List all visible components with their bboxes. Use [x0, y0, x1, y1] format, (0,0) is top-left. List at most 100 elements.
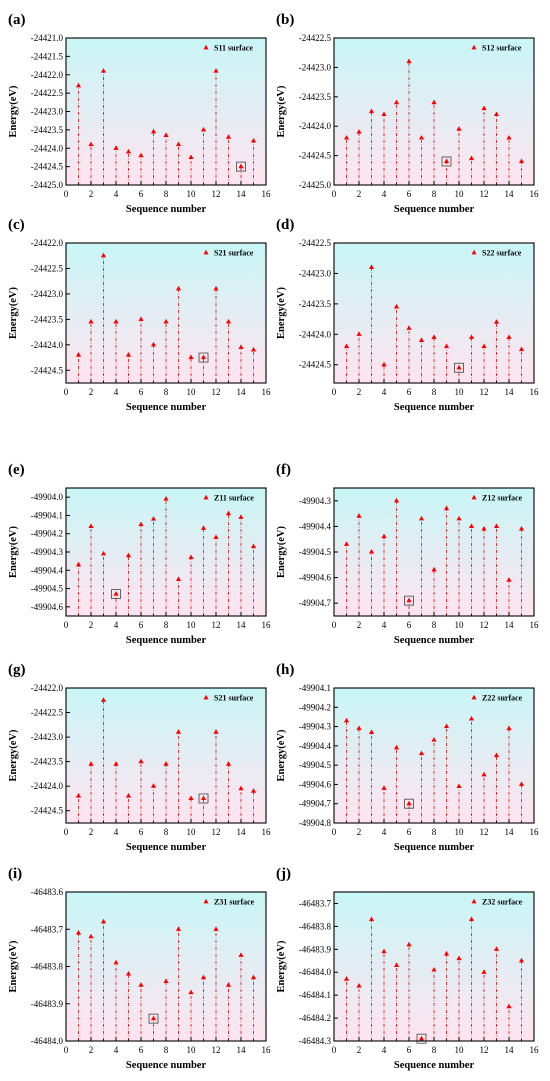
data-point: [493, 752, 500, 758]
data-point: [493, 111, 500, 117]
min-energy-marker: [441, 156, 452, 167]
min-energy-marker: [148, 1013, 159, 1024]
legend-label: S21 surface: [214, 249, 254, 258]
x-axis-title: Sequence number: [126, 402, 207, 413]
data-point: [88, 933, 94, 939]
data-point: [138, 316, 144, 321]
data-point: [368, 729, 375, 734]
x-tick-label: 10: [455, 827, 465, 837]
data-point: [113, 959, 119, 965]
x-tick-label: 4: [382, 1045, 387, 1055]
min-energy-marker: [416, 1033, 427, 1044]
legend-marker: [203, 694, 209, 700]
chart-panel-10: (j) 0 2 4 6 8 10 12 14 16 -46483.7 -46483.8 -46483.9…: [276, 866, 539, 1071]
y-axis-title: Energy(eV): [8, 526, 19, 578]
y-tick-label: -49904.3: [299, 496, 332, 506]
data-point: [150, 783, 157, 788]
legend-marker: [471, 44, 477, 50]
y-tick-label: -46484.2: [299, 1013, 331, 1023]
data-point: [343, 717, 350, 723]
y-tick-label: -49904.1: [299, 683, 331, 693]
data-point: [506, 725, 512, 731]
x-tick-label: 2: [89, 189, 94, 199]
x-tick-label: 16: [262, 827, 272, 837]
data-point: [431, 737, 437, 742]
min-energy-marker: [404, 595, 414, 606]
data-point: [368, 549, 375, 554]
y-axis-title: Energy(eV): [276, 729, 287, 781]
data-point: [88, 523, 94, 528]
data-point: [506, 1003, 512, 1009]
data-point: [175, 926, 182, 931]
data-point: [100, 68, 107, 73]
x-tick-label: 14: [505, 620, 515, 630]
x-tick-label: 14: [237, 620, 247, 630]
y-tick-label: -46484.0: [299, 967, 332, 977]
data-point: [150, 516, 157, 521]
panel-label: (d): [276, 217, 294, 233]
data-point: [468, 334, 475, 339]
data-point: [113, 591, 119, 596]
chart-panel-4: (d) 0 2 4 6 8 10 12 14 16 -24422.5 -24423.0 -24423.5…: [276, 217, 539, 413]
y-tick-label: -24423.0: [31, 107, 64, 117]
y-tick-label: -49904.4: [31, 565, 64, 575]
x-tick-label: 12: [212, 387, 221, 397]
x-tick-label: 4: [114, 189, 119, 199]
data-point: [468, 916, 475, 922]
data-point: [393, 303, 400, 309]
x-tick-label: 6: [139, 387, 144, 397]
data-point: [213, 926, 219, 931]
x-tick-label: 2: [357, 189, 362, 199]
data-point: [125, 970, 132, 976]
x-tick-label: 0: [332, 387, 337, 397]
legend-label: Z12 surface: [482, 494, 523, 503]
x-axis-title: Sequence number: [394, 842, 475, 853]
x-tick-label: 4: [114, 387, 119, 397]
x-tick-label: 12: [480, 827, 489, 837]
x-tick-label: 8: [164, 387, 169, 397]
data-point: [381, 785, 387, 790]
data-point: [456, 364, 462, 370]
x-tick-label: 6: [407, 1045, 412, 1055]
data-point: [406, 597, 412, 603]
data-point: [456, 955, 462, 961]
data-point: [518, 781, 525, 787]
y-tick-label: -49904.5: [299, 547, 332, 557]
data-point: [163, 978, 169, 983]
chart-panel-5: (e) 0 2 4 6 8 10 12 14 16 -49904.0 -49904.1 -49904.2…: [8, 462, 271, 646]
x-tick-label: 10: [187, 620, 197, 630]
data-point: [175, 285, 182, 291]
panel-label: (h): [276, 662, 294, 678]
x-tick-label: 4: [114, 620, 119, 630]
data-point: [393, 962, 400, 967]
data-point: [250, 137, 257, 143]
data-point: [481, 343, 487, 349]
y-tick-label: -24422.0: [31, 683, 64, 693]
x-tick-label: 2: [89, 620, 94, 630]
data-point: [481, 771, 487, 777]
min-energy-marker: [404, 798, 414, 809]
y-tick-label: -49904.2: [31, 529, 63, 539]
data-point: [150, 1015, 157, 1021]
x-tick-label: 8: [164, 827, 169, 837]
y-tick-label: -24422.5: [299, 33, 332, 43]
data-point: [225, 134, 232, 139]
panel-label: (f): [276, 462, 291, 478]
x-tick-label: 10: [187, 827, 197, 837]
x-tick-label: 12: [212, 189, 221, 199]
x-tick-label: 14: [237, 827, 247, 837]
data-point: [393, 99, 400, 105]
x-tick-label: 0: [64, 387, 69, 397]
plot-background: [334, 688, 534, 823]
data-point: [75, 82, 82, 88]
data-point: [88, 318, 94, 324]
y-axis-title: Energy(eV): [8, 940, 19, 992]
plot-background: [66, 688, 266, 823]
panel-label: (b): [276, 12, 294, 28]
x-axis-title: Sequence number: [394, 402, 475, 413]
data-point: [406, 325, 412, 330]
y-tick-label: -24422.5: [31, 88, 64, 98]
x-tick-label: 8: [164, 189, 169, 199]
x-tick-label: 10: [455, 189, 465, 199]
min-energy-marker: [111, 589, 121, 600]
